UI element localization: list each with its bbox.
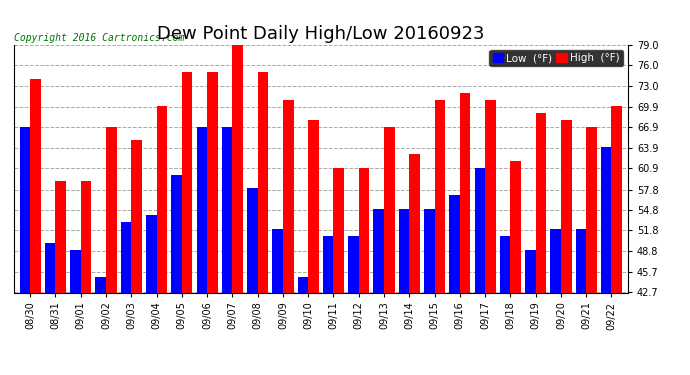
Bar — [399, 209, 409, 375]
Bar — [475, 168, 485, 375]
Bar — [535, 113, 546, 375]
Bar — [297, 277, 308, 375]
Bar — [424, 209, 435, 375]
Bar — [525, 249, 535, 375]
Bar — [221, 127, 233, 375]
Bar — [435, 99, 445, 375]
Bar — [409, 154, 420, 375]
Bar — [106, 127, 117, 375]
Bar — [95, 277, 106, 375]
Title: Dew Point Daily High/Low 20160923: Dew Point Daily High/Low 20160923 — [157, 26, 484, 44]
Bar — [373, 209, 384, 375]
Bar — [233, 45, 243, 375]
Bar — [146, 216, 157, 375]
Bar — [500, 236, 511, 375]
Bar — [586, 127, 597, 375]
Bar — [333, 168, 344, 375]
Bar — [19, 127, 30, 375]
Bar — [131, 141, 142, 375]
Bar — [81, 182, 91, 375]
Text: Copyright 2016 Cartronics.com: Copyright 2016 Cartronics.com — [14, 33, 184, 42]
Bar — [273, 229, 283, 375]
Bar — [575, 229, 586, 375]
Bar — [70, 249, 81, 375]
Bar — [30, 79, 41, 375]
Bar — [257, 72, 268, 375]
Bar — [561, 120, 571, 375]
Bar — [384, 127, 395, 375]
Bar — [551, 229, 561, 375]
Bar — [511, 161, 521, 375]
Bar — [323, 236, 333, 375]
Bar — [182, 72, 193, 375]
Bar — [197, 127, 207, 375]
Bar — [157, 106, 167, 375]
Bar — [247, 188, 257, 375]
Legend: Low  (°F), High  (°F): Low (°F), High (°F) — [489, 50, 622, 66]
Bar — [207, 72, 218, 375]
Bar — [121, 222, 131, 375]
Bar — [359, 168, 369, 375]
Bar — [45, 243, 55, 375]
Bar — [55, 182, 66, 375]
Bar — [348, 236, 359, 375]
Bar — [611, 106, 622, 375]
Bar — [449, 195, 460, 375]
Bar — [308, 120, 319, 375]
Bar — [283, 99, 293, 375]
Bar — [171, 174, 182, 375]
Bar — [485, 99, 495, 375]
Bar — [460, 93, 471, 375]
Bar — [601, 147, 611, 375]
